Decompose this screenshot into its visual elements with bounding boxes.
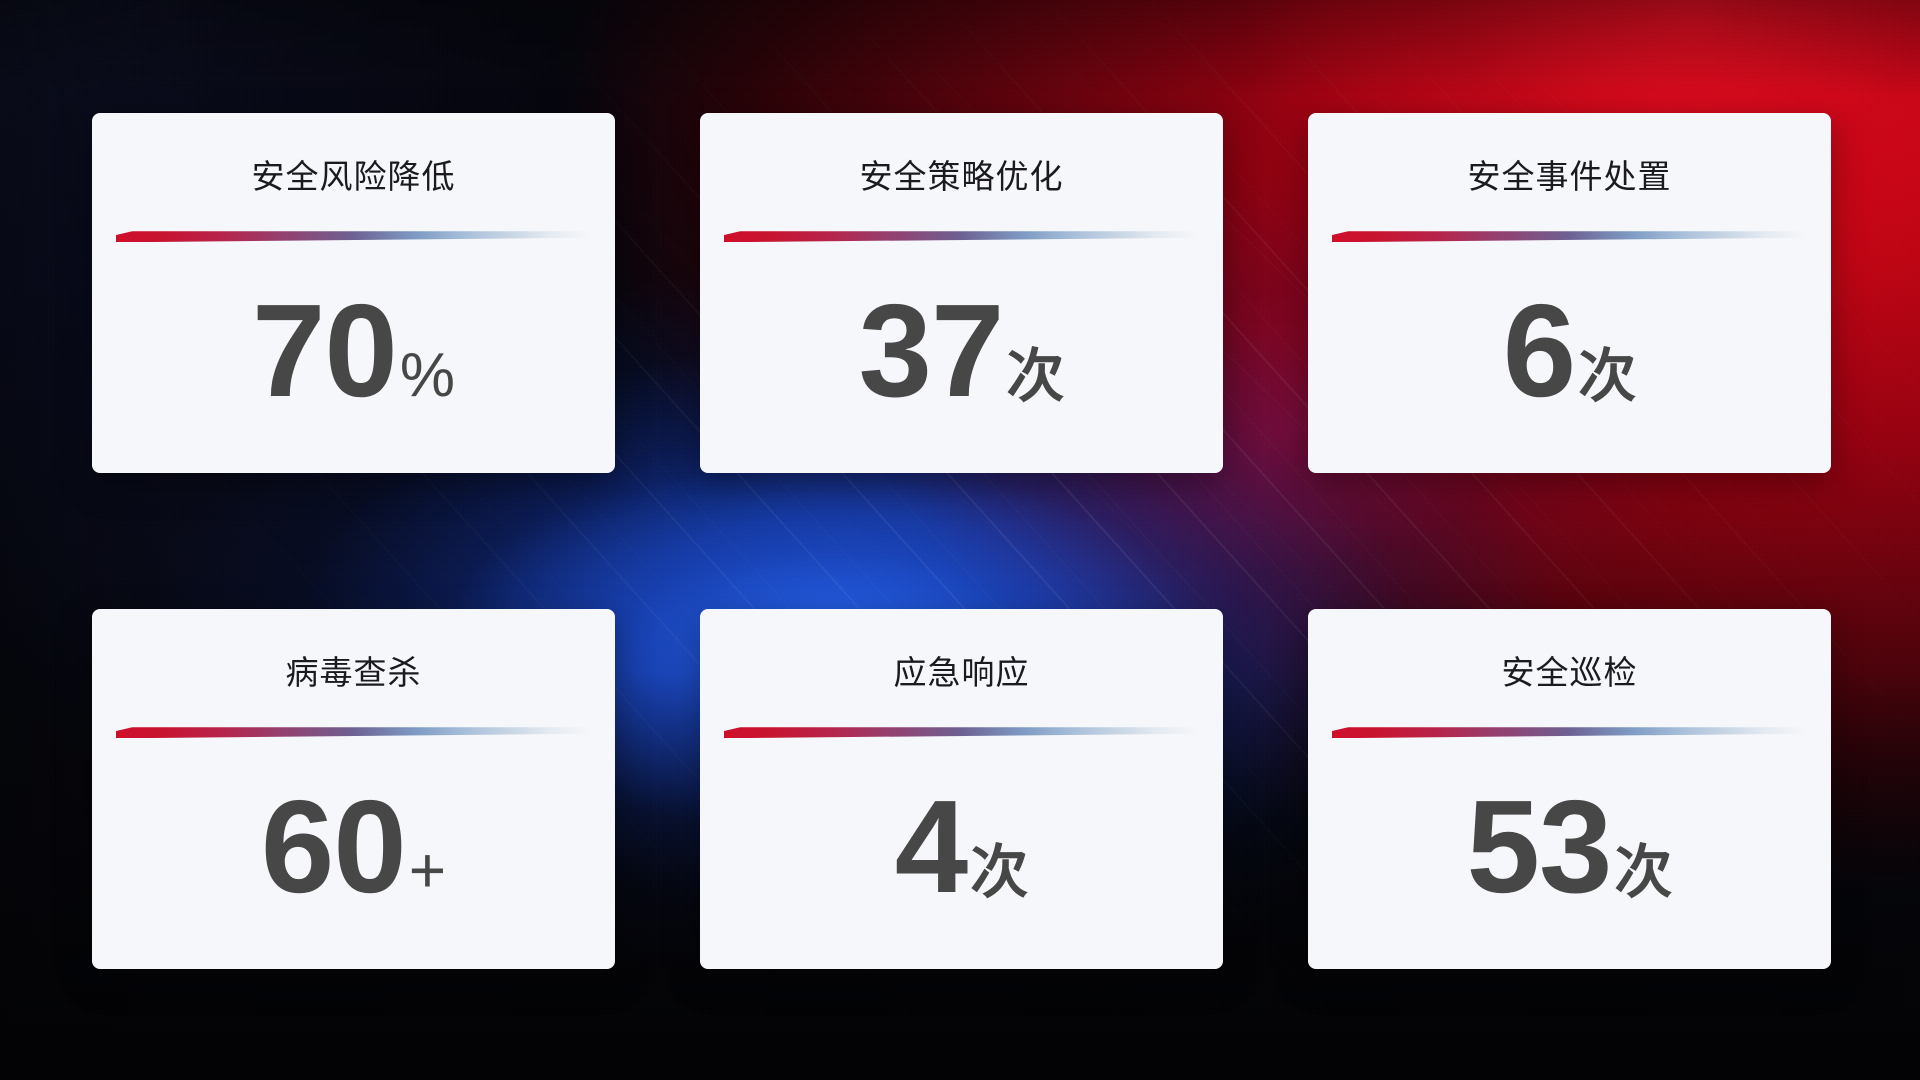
metric-value-number: 60 [260,772,407,920]
metric-card-accent-rule [1332,725,1807,741]
metric-value-number: 53 [1466,772,1613,920]
gradient-bar [724,727,1199,739]
metric-value-number: 70 [252,276,398,424]
metric-card[interactable]: 安全巡检 53 次 [1308,609,1831,969]
metric-card-accent-rule [116,229,591,245]
gradient-bar [724,231,1199,243]
metric-value-suffix: 次 [970,839,1029,905]
metric-value-number: 37 [858,276,1005,424]
metric-value-number: 4 [894,772,968,920]
metric-card-title: 安全事件处置 [1467,158,1672,195]
metric-card[interactable]: 安全风险降低 70% [92,113,615,473]
metric-card-title: 安全策略优化 [859,158,1064,195]
metric-value-number: 6 [1502,276,1576,424]
metric-value-suffix: % [399,340,455,410]
metric-card[interactable]: 应急响应 4 次 [700,609,1223,969]
metric-card-title: 应急响应 [893,654,1030,691]
metric-card-value: 37 次 [858,276,1065,424]
metric-card-value: 53 次 [1466,772,1673,920]
metric-card-value: 70% [252,276,455,424]
gradient-bar [116,727,591,739]
metric-value-suffix: 次 [1006,343,1065,409]
metric-value-suffix: 次 [1578,343,1637,409]
metric-card-accent-rule [724,229,1199,245]
gradient-bar [1332,727,1807,739]
metric-card-grid: 安全风险降低 70% 安全策略优化 37 次安全事件处置 6 次病毒查杀 60 + 应急响应 4 次安… [92,113,1832,969]
metric-value-suffix: + [408,833,447,906]
metric-card-accent-rule [116,725,591,741]
gradient-bar [1332,231,1807,243]
metric-card-accent-rule [1332,229,1807,245]
metric-card-title: 安全风险降低 [251,158,456,195]
metric-value-suffix: 次 [1614,839,1673,905]
metric-card[interactable]: 病毒查杀 60 + [92,609,615,969]
metric-card[interactable]: 安全事件处置 6 次 [1308,113,1831,473]
metric-card-title: 安全巡检 [1501,654,1638,691]
metric-card[interactable]: 安全策略优化 37 次 [700,113,1223,473]
metric-card-value: 60 + [260,772,447,920]
metric-card-accent-rule [724,725,1199,741]
gradient-bar [116,231,591,243]
metric-card-title: 病毒查杀 [285,654,422,691]
